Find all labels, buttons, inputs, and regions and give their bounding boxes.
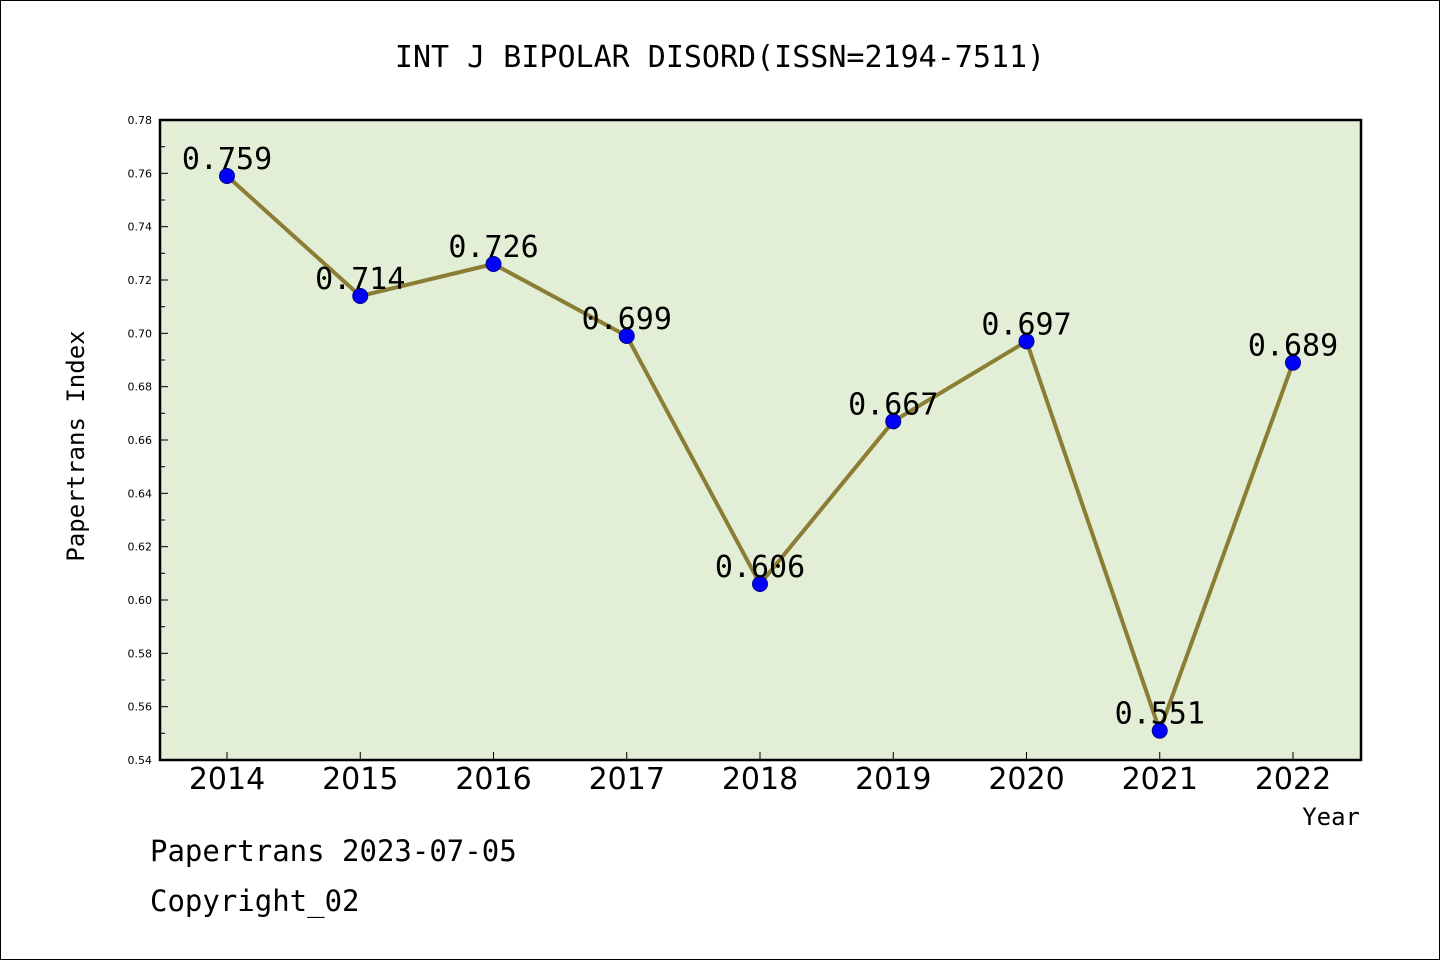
- data-label: 0.726: [448, 230, 538, 265]
- y-tick-label: 0.76: [128, 167, 153, 180]
- x-axis: 2014 2015 2016 2017 2018 2019 2020 2021 2022: [189, 752, 1331, 797]
- data-point: [1285, 354, 1301, 371]
- y-tick-label: 0.58: [128, 647, 153, 660]
- data-label: 0.759: [182, 142, 272, 177]
- data-point: [352, 288, 369, 304]
- data-point: [219, 168, 235, 184]
- series-line-group: 0.759 0.714 0.726 0.699 0.606 0.667 0.697 0.551…: [182, 142, 1338, 739]
- y-axis: 0.54 0.56 0.58 0.60 0.62 0.64 0.66 0.68 0.70 0.72…: [128, 114, 168, 767]
- x-axis-label: Year: [1302, 803, 1360, 831]
- x-tick-label: 2014: [189, 762, 265, 797]
- data-point: [618, 328, 635, 344]
- x-tick-label: 2017: [589, 762, 665, 797]
- x-tick-label: 2018: [722, 762, 798, 797]
- y-tick-label: 0.68: [128, 381, 153, 394]
- chart-title: INT J BIPOLAR DISORD(ISSN=2194-7511): [395, 40, 1045, 75]
- data-label: 0.667: [848, 387, 938, 422]
- x-tick-label: 2016: [455, 762, 531, 797]
- data-point: [885, 413, 902, 430]
- x-tick-label: 2021: [1122, 762, 1198, 797]
- footer-date-text: Papertrans 2023-07-05: [150, 834, 517, 868]
- y-tick-label: 0.78: [128, 114, 153, 127]
- y-tick-label: 0.66: [128, 434, 153, 447]
- x-tick-label: 2015: [322, 762, 398, 797]
- data-point: [485, 256, 502, 272]
- y-tick-label: 0.56: [128, 701, 153, 714]
- y-tick-label: 0.72: [128, 274, 153, 287]
- data-label: 0.699: [582, 302, 672, 337]
- y-tick-label: 0.60: [128, 594, 153, 607]
- data-point: [752, 576, 768, 592]
- data-point: [1151, 722, 1168, 739]
- data-label: 0.697: [981, 307, 1071, 342]
- x-tick-label: 2022: [1255, 762, 1331, 797]
- y-tick-label: 0.74: [128, 221, 153, 234]
- data-label: 0.689: [1248, 329, 1338, 364]
- footer-copyright-text: Copyright_02: [150, 884, 360, 918]
- x-tick-label: 2019: [855, 762, 931, 797]
- x-tick-label: 2020: [988, 762, 1064, 797]
- data-label: 0.551: [1115, 697, 1205, 732]
- data-label: 0.606: [715, 550, 805, 585]
- data-label: 0.714: [315, 262, 405, 297]
- y-tick-label: 0.62: [128, 541, 153, 554]
- y-tick-label: 0.64: [128, 487, 153, 500]
- y-tick-label: 0.70: [128, 327, 153, 340]
- y-axis-label: Papertrans Index: [62, 330, 90, 561]
- plot-area: [158, 118, 1363, 762]
- y-tick-label: 0.54: [128, 754, 153, 767]
- data-point: [1018, 333, 1035, 350]
